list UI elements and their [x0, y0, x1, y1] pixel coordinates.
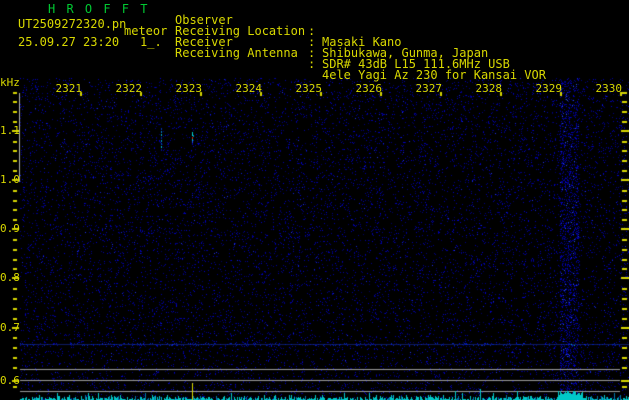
- x-tick-label-2321: 2321: [55, 82, 83, 95]
- y-tick-label-0-9: 0.9: [0, 222, 20, 235]
- info-label: Receiving Antenna: [175, 46, 298, 60]
- y-tick-label-1-1: 1.1: [0, 124, 20, 137]
- datetime-label: 25.09.27 23:20: [18, 35, 120, 49]
- info-label: Receiving Location: [175, 24, 306, 38]
- y-tick-label-0-6: 0.6: [0, 374, 20, 387]
- info-colon: :: [308, 35, 316, 49]
- y-tick-label-1-0: 1.0: [0, 173, 20, 186]
- x-tick-label-2328: 2328: [475, 82, 503, 95]
- y-tick-label-0-7: 0.7: [0, 321, 20, 334]
- info-colon: :: [308, 46, 316, 60]
- info-value: SDR# 43dB L15 111.6MHz USB: [322, 57, 510, 71]
- info-row: Observer : Masaki Kano: [175, 4, 401, 48]
- x-tick-label-2322: 2322: [115, 82, 143, 95]
- x-tick-label-2323: 2323: [175, 82, 203, 95]
- info-colon: :: [308, 57, 316, 71]
- filename-label: UT2509272320.pn: [18, 17, 127, 31]
- info-value: Masaki Kano: [322, 35, 402, 49]
- info-row: Receiving Antenna : 4ele Yagi Az 230 for…: [175, 37, 546, 81]
- x-tick-label-2324: 2324: [235, 82, 263, 95]
- echo-counter: 1_.: [140, 35, 162, 49]
- x-tick-label-2329: 2329: [535, 82, 563, 95]
- x-tick-label-2330: 2330: [595, 82, 623, 95]
- frequency-axis-unit: kHz: [0, 76, 20, 89]
- y-tick-label-0-8: 0.8: [0, 271, 20, 284]
- info-row: Receiver : SDR# 43dB L15 111.6MHz USB: [175, 26, 510, 70]
- info-colon: :: [308, 24, 316, 38]
- info-label: Receiver: [175, 35, 233, 49]
- info-label: Observer: [175, 13, 233, 27]
- x-tick-label-2325: 2325: [295, 82, 323, 95]
- x-tick-label-2327: 2327: [415, 82, 443, 95]
- info-row: Receiving Location : Shibukawa, Gunma, J…: [175, 15, 488, 59]
- mode-label: meteor: [124, 24, 168, 38]
- x-tick-label-2326: 2326: [355, 82, 383, 95]
- info-value: 4ele Yagi Az 230 for Kansai VOR: [322, 68, 546, 82]
- info-value: Shibukawa, Gunma, Japan: [322, 46, 489, 60]
- app-title: H R O F F T: [48, 2, 150, 16]
